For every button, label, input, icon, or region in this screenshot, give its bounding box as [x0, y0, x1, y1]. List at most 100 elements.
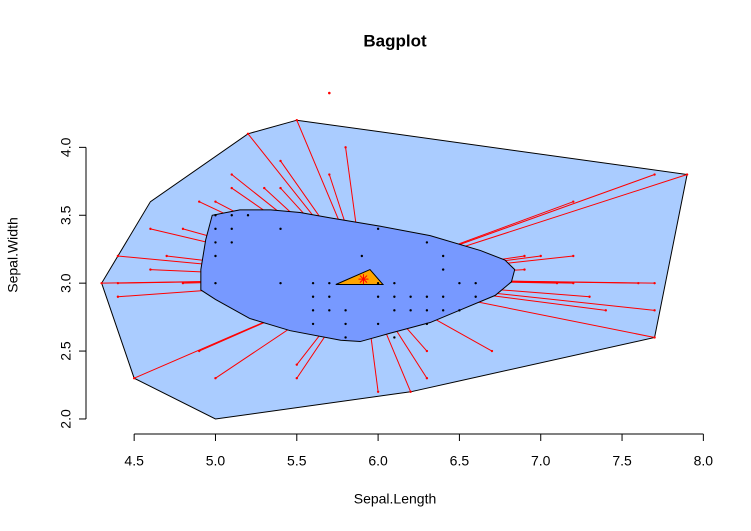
inside-point — [441, 295, 445, 298]
outside-point — [181, 281, 185, 285]
inside-point — [230, 241, 233, 244]
outlier-point — [328, 91, 331, 95]
outside-point — [198, 200, 201, 203]
outside-point — [116, 254, 120, 258]
y-tick-label: 2.0 — [58, 409, 74, 429]
inside-point — [425, 241, 429, 244]
x-axis-label: Sepal.Length — [354, 491, 437, 507]
x-tick-label: 8.0 — [694, 453, 714, 469]
outside-point — [653, 336, 656, 339]
outside-point — [149, 227, 152, 231]
inside-point — [393, 309, 396, 312]
outside-point — [653, 173, 656, 176]
inside-point — [279, 227, 282, 231]
outside-point — [425, 349, 429, 353]
chart-title: Bagplot — [363, 31, 427, 50]
outside-point — [279, 159, 282, 163]
y-tick-label: 3.5 — [58, 205, 74, 225]
outside-point — [539, 254, 542, 258]
outside-point — [279, 186, 282, 190]
inside-point — [214, 254, 217, 258]
inside-point — [279, 281, 282, 285]
outside-point — [246, 132, 250, 135]
inside-point — [311, 281, 315, 285]
inside-point — [458, 309, 461, 312]
inside-point — [376, 227, 380, 231]
inside-point — [230, 227, 233, 231]
outside-point — [295, 118, 298, 122]
inside-point — [376, 295, 380, 298]
outside-point — [116, 295, 120, 298]
y-tick-label: 3.0 — [58, 273, 74, 293]
inside-point — [230, 214, 233, 217]
y-tick-label: 4.0 — [58, 137, 74, 157]
inside-point — [441, 309, 445, 312]
outside-point — [214, 200, 217, 203]
inside-point — [214, 227, 217, 231]
outside-point — [263, 186, 266, 190]
inside-point — [344, 336, 347, 339]
x-tick-label: 6.5 — [450, 453, 470, 469]
x-tick-label: 7.5 — [612, 453, 632, 469]
inside-point — [311, 309, 315, 312]
inside-point — [328, 281, 331, 285]
outside-point — [572, 200, 575, 203]
outside-point — [100, 281, 103, 285]
inside-point — [441, 268, 445, 271]
inside-point — [328, 309, 331, 312]
inside-point — [214, 281, 217, 285]
inside-point — [344, 309, 347, 312]
outside-point — [116, 281, 120, 285]
inside-point — [474, 281, 477, 285]
outside-point — [490, 349, 494, 353]
outside-point — [328, 173, 331, 176]
outside-point — [230, 173, 233, 176]
outside-point — [409, 390, 412, 394]
inside-point — [425, 295, 429, 298]
outside-point — [295, 377, 298, 380]
inside-point — [393, 336, 396, 339]
outside-point — [523, 268, 526, 271]
outside-point — [425, 377, 429, 380]
outside-point — [132, 377, 136, 380]
outside-point — [181, 227, 185, 231]
median-region — [335, 268, 385, 286]
outside-point — [295, 363, 298, 366]
inside-point — [376, 281, 380, 285]
inside-point — [393, 281, 396, 285]
inside-point — [441, 254, 445, 258]
inside-point — [425, 322, 429, 326]
y-tick-label: 2.5 — [58, 341, 74, 361]
x-tick-label: 5.0 — [206, 453, 226, 469]
x-tick-label: 6.0 — [368, 453, 388, 469]
outside-point — [376, 390, 380, 394]
inside-point — [246, 214, 250, 217]
inside-point — [344, 322, 347, 326]
outside-point — [214, 377, 217, 380]
inside-point — [393, 295, 396, 298]
outside-point — [344, 146, 347, 149]
inside-point — [425, 309, 429, 312]
y-axis-label: Sepal.Width — [5, 217, 21, 292]
outside-point — [555, 281, 559, 285]
outside-point — [523, 254, 526, 258]
outside-point — [198, 349, 201, 353]
inside-point — [376, 322, 380, 326]
inside-point — [458, 281, 461, 285]
inside-point — [360, 254, 364, 258]
x-tick-label: 4.5 — [124, 453, 144, 469]
center-star — [358, 274, 369, 285]
inside-point — [409, 295, 412, 298]
inside-point — [214, 241, 217, 244]
x-tick-label: 7.0 — [531, 453, 551, 469]
inside-point — [474, 295, 477, 298]
outside-point — [165, 254, 168, 258]
outside-point — [637, 281, 640, 285]
outside-point — [588, 295, 591, 298]
inside-point — [328, 295, 331, 298]
outside-point — [604, 309, 607, 312]
outside-point — [685, 173, 689, 176]
outside-point — [653, 309, 656, 312]
outside-point — [653, 281, 656, 285]
